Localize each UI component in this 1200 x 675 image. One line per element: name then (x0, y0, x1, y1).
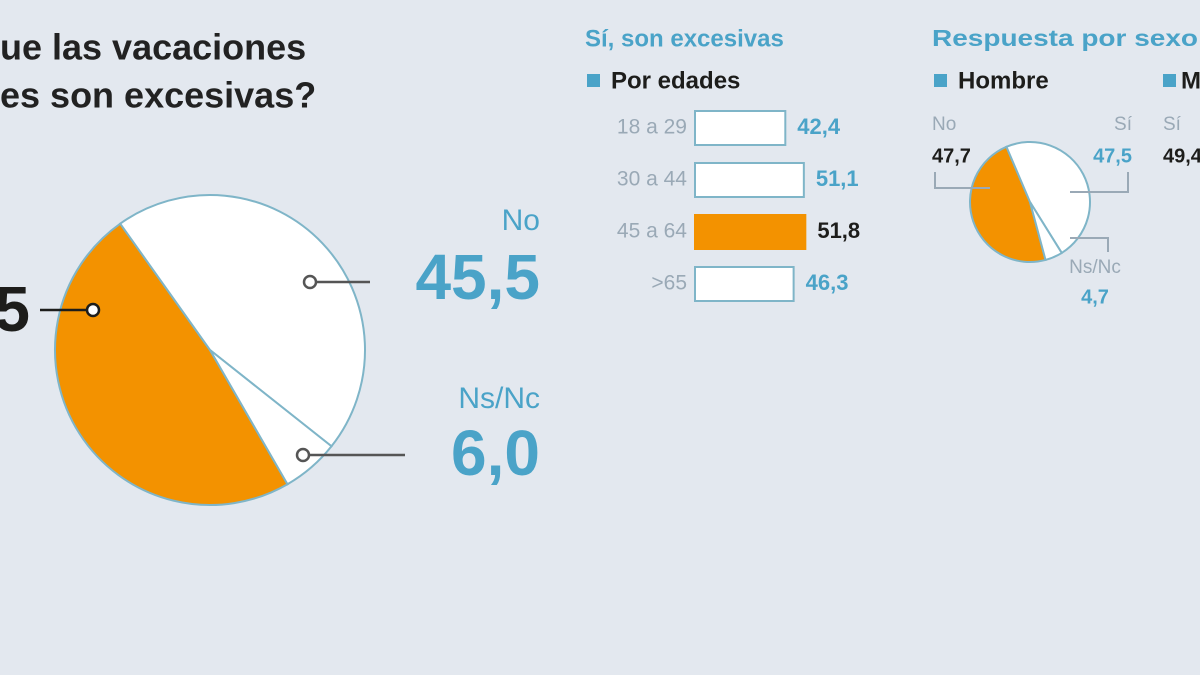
leader-dot (302, 274, 318, 290)
category-label: Ns/Nc (1069, 257, 1121, 278)
value-label: 47,5 (1093, 145, 1132, 167)
category-label: 30 a 44 (617, 168, 687, 191)
leader-line (934, 172, 990, 189)
leader-line (1070, 172, 1129, 193)
pie-slice (968, 145, 1047, 263)
category-label: 45 a 64 (617, 220, 687, 243)
value-label: 51,8 (817, 218, 860, 243)
category-label: Sí (1163, 114, 1182, 135)
bar (694, 110, 787, 146)
pie-slice (54, 222, 289, 506)
bar (694, 214, 807, 250)
category-label: Sí (1114, 114, 1133, 135)
bar (694, 162, 805, 198)
chart-title: Sí, son excesivas (585, 25, 784, 52)
value-label: 46,3 (806, 270, 849, 295)
value-label: 47,7 (932, 145, 971, 167)
value-label: 6,0 (451, 417, 540, 489)
value-label: 48,5 (0, 273, 30, 345)
category-label: No (932, 114, 956, 135)
category-label: >65 (651, 272, 687, 295)
leader-line (1070, 237, 1109, 252)
value-label: 51,1 (816, 166, 859, 191)
legend-label: Hombre (958, 67, 1049, 94)
value-label: 49,4 (1163, 145, 1200, 167)
chart-title: es son excesivas? (0, 75, 316, 116)
category-label: No (502, 204, 540, 237)
bar (694, 266, 795, 302)
value-label: 42,4 (797, 114, 841, 139)
chart-title: ue las vacaciones (0, 27, 306, 68)
legend-swatch (587, 74, 600, 87)
leader-dot (295, 447, 311, 463)
legend-swatch (934, 74, 947, 87)
legend-label: M (1181, 67, 1200, 94)
value-label: 4,7 (1081, 286, 1109, 308)
pie-slice (1029, 201, 1064, 262)
chart-title: Respuesta por sexo (932, 25, 1198, 51)
pie-slice (118, 194, 366, 448)
leader-dot (85, 302, 101, 318)
legend-label: Por edades (611, 67, 740, 94)
category-label: Ns/Nc (458, 382, 540, 415)
value-label: 45,5 (415, 241, 540, 313)
legend-swatch (1163, 74, 1176, 87)
category-label: 18 a 29 (617, 116, 687, 139)
